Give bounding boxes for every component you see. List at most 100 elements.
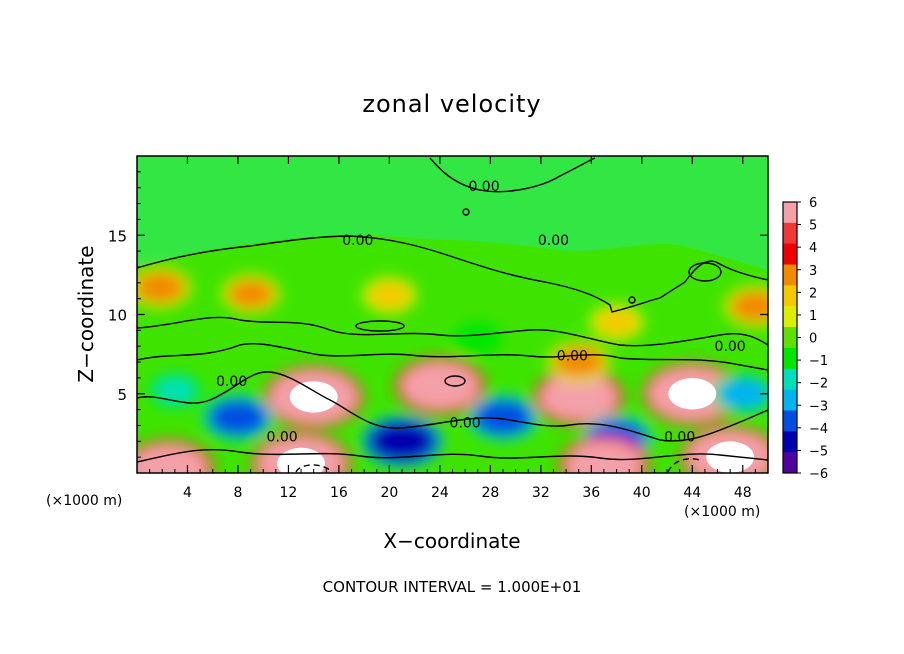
contour-label: 0.00 [216,374,247,390]
field-feature-core [595,309,638,336]
contour-label: 0.00 [538,233,569,249]
y-axis-label: Z−coordinate [74,245,98,382]
x-unit-right: (×1000 m) [684,504,760,520]
colorbar-swatch [783,452,797,474]
contour-label-text: 0.00 [450,415,481,431]
field-feature-core [227,279,274,309]
colorbar-tick-label: −3 [809,399,828,414]
colorbar-tick-label: −4 [809,422,828,437]
x-axis-label: X−coordinate [383,529,520,553]
contour-line-mid [137,316,768,347]
upper-field-region [137,156,768,270]
contour-ring [444,375,466,387]
x-tick-label: 40 [633,485,651,501]
field-feature-core [729,290,768,323]
off-scale-region [668,378,717,410]
contour-label: 0.00 [267,430,298,446]
colorbar-swatch [783,410,797,432]
contour-line-upper [137,235,768,313]
plot-area: 0.00 0.00 0.00 0.00 0.00 0.00 0.00 0.00 0.00 [137,156,768,473]
colorbar-tick-label: −1 [809,354,828,369]
x-tick-label: 48 [734,485,752,501]
field-feature-core [137,444,208,473]
colorbar-swatch [783,202,797,224]
contour-ring [628,296,636,304]
x-tick-label: 36 [582,485,600,501]
x-tick-label: 8 [233,485,242,501]
contour-label: 0.00 [664,430,695,446]
off-scale-region [289,381,338,413]
colorbar-tick-label: 3 [809,264,817,279]
contour-label-text: 0.00 [664,430,695,446]
contour-line-lower [137,342,768,371]
contour-ring [688,262,722,282]
contour-label: 0.00 [342,233,373,249]
field-feature-core [458,326,497,351]
contour-label-text: 0.00 [342,233,373,249]
contour-line-deep [137,371,768,442]
field-feature-core [400,362,479,410]
chart-title: zonal velocity [362,90,541,118]
contour-interval-note: CONTOUR INTERVAL = 1.000E+01 [323,578,582,596]
x-tick-label: 28 [481,485,499,501]
contour-label-text: 0.00 [216,374,247,390]
colorbar-tick-label: −6 [809,467,828,482]
colorbar-swatch [783,389,797,411]
colorbar-swatch [783,347,797,370]
colorbar-tick-label: 5 [809,219,817,234]
x-tick-label: 32 [532,485,550,501]
contour-label-text: 0.00 [468,179,499,195]
field-feature-core [539,373,618,421]
field-feature-core [137,271,186,304]
x-tick-label: 4 [183,485,192,501]
x-tick-label: 24 [431,485,449,501]
off-scale-region [277,447,325,473]
y-tick-label: 5 [117,386,127,404]
contour-label: 0.00 [715,339,746,355]
contour-line-top [429,157,596,193]
contour-label-text: 0.00 [557,349,588,365]
colorbar-swatch [783,368,797,391]
contour-ring [462,208,470,216]
colorbar-tick-label: −5 [809,444,828,459]
x-tick-label: 16 [330,485,348,501]
colorbar-swatch [783,243,797,266]
field-feature-core [207,399,268,436]
colorbar-tick-label: 0 [809,332,817,347]
colorbar-swatch [783,264,797,286]
contour-label: 0.00 [557,349,588,365]
x-tick-label: 20 [380,485,398,501]
colorbar-swatch [783,327,797,349]
colorbar-tick-label: 1 [809,309,817,324]
colorbar-swatch [783,306,797,328]
contour-line-dashed [295,464,331,473]
contour-lines [137,157,768,473]
field-feature-core [472,399,533,436]
y-tick-label: 15 [108,227,127,245]
colorbar-tick-label: 4 [809,241,817,256]
x-tick-label: 44 [683,485,701,501]
off-scale-region [706,441,755,473]
contour-line-bottom [137,448,768,463]
colorbar-swatch [783,222,797,245]
field-feature-core [717,377,768,410]
contour-ring [355,320,405,332]
colorbar: 6 5 4 3 2 1 0 −1 −2 −3 −4 −5 −6 [782,196,828,482]
colorbar-swatch [783,285,797,307]
field-feature-core [367,420,437,463]
field-feature-core [368,282,411,309]
contour-label: 0.00 [450,415,481,431]
colorbar-tick-label: 2 [809,286,817,301]
x-tick-label: 12 [280,485,298,501]
contour-label: 0.00 [468,179,499,195]
colorbar-tick-label: 6 [809,196,817,211]
contour-line-dashed [667,458,701,473]
contour-label-text: 0.00 [538,233,569,249]
colorbar-swatch [783,431,797,453]
field-feature-core [564,441,643,473]
contour-label-text: 0.00 [267,430,298,446]
y-tick-label: 10 [108,307,127,325]
x-unit-left: (×1000 m) [46,493,122,509]
colorbar-tick-label: −2 [809,377,828,392]
